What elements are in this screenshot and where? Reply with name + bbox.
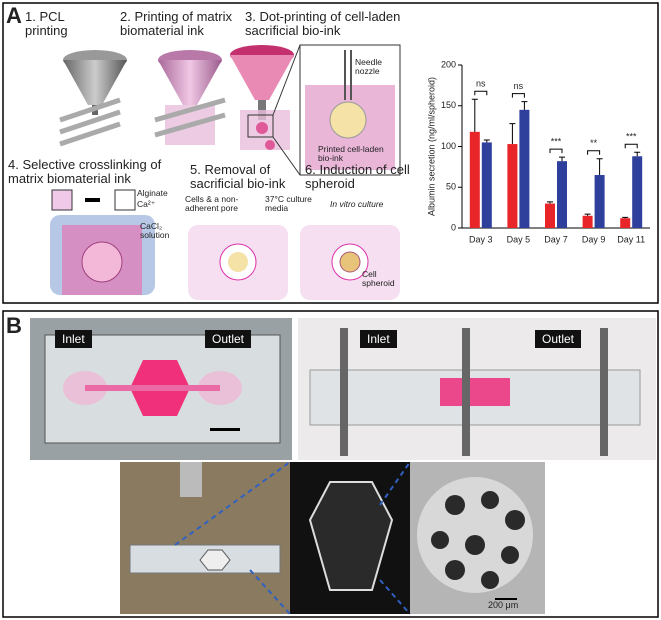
error-bar (509, 123, 516, 145)
step-label: 1. PCL printing (25, 9, 68, 38)
significance-label: ** (590, 138, 598, 148)
error-bar (584, 213, 591, 216)
y-axis-label: Albumin secretion (ng/ml/spheroid) (426, 77, 436, 216)
error-bar (521, 101, 528, 110)
error-bar (547, 201, 553, 204)
bar (582, 215, 593, 228)
illustration (50, 44, 401, 300)
annotation: Cell spheroid (362, 269, 395, 289)
error-bar (559, 156, 565, 162)
photo (30, 318, 656, 615)
photo-tag: Outlet (205, 330, 252, 348)
bar (594, 175, 605, 228)
significance-bracket (587, 150, 601, 155)
panel-letter: B (6, 313, 22, 338)
annotation: Cells & a non-adherent pore (185, 194, 239, 214)
panel-letter: A (6, 3, 22, 28)
y-tick-label: 200 (441, 59, 456, 69)
y-tick-label: 150 (441, 100, 456, 110)
photo-tag: Inlet (360, 330, 397, 348)
x-tick-label: Day 5 (507, 234, 531, 244)
panel-frame (2, 2, 659, 304)
significance-label: ns (514, 81, 524, 91)
panel-frame (2, 310, 659, 618)
step-label: 4. Selective crosslinking of matrix biom… (8, 157, 162, 186)
x-tick-label: Day 9 (582, 234, 606, 244)
significance-bracket (511, 93, 525, 98)
scale-bar-label: 200 μm (488, 600, 519, 610)
chart: 0 50 100 150 200 Albumin secretion (ng/ml/sph… (426, 59, 650, 244)
step-label: 5. Removal of sacrificial bio-ink (190, 162, 286, 191)
significance-bracket (549, 148, 563, 154)
bar (507, 144, 518, 228)
error-bar (471, 98, 478, 132)
significance-bracket (624, 143, 638, 149)
annotation: Alginate (137, 188, 168, 198)
error-bar (622, 216, 629, 219)
y-tick-label: 100 (441, 141, 456, 151)
step-label: 3. Dot-printing of cell-laden sacrificia… (245, 9, 401, 38)
bar (632, 156, 643, 228)
bar (481, 142, 492, 228)
step-label: 2. Printing of matrix biomaterial ink (120, 9, 232, 38)
x-tick-label: Day 3 (469, 234, 493, 244)
photo-tag: Inlet (55, 330, 92, 348)
significance-label: *** (551, 136, 562, 146)
x-tick-label: Day 7 (544, 234, 568, 244)
annotation: Ca²⁺ (137, 199, 156, 209)
bar (545, 203, 555, 228)
bar (620, 218, 631, 228)
annotation: 37°C culture media (265, 194, 312, 214)
bar (519, 109, 530, 228)
significance-label: ns (476, 79, 486, 89)
step-label: 6. Induction of cell spheroid (305, 162, 410, 191)
bar (557, 161, 567, 228)
photo-tag: Outlet (535, 330, 582, 348)
error-bar (483, 139, 490, 143)
annotation: In vitro culture (330, 199, 384, 209)
y-tick-label: 0 (451, 222, 456, 232)
annotation: Printed cell-laden bio-ink (318, 144, 384, 164)
y-tick-label: 50 (446, 182, 456, 192)
bar (469, 131, 480, 228)
annotation: Needle nozzle (355, 57, 382, 77)
significance-label: *** (626, 132, 637, 142)
error-bar (596, 158, 603, 176)
error-bar (634, 151, 641, 157)
significance-bracket (474, 90, 488, 96)
annotation: CaCl₂ solution (140, 221, 170, 241)
x-tick-label: Day 11 (617, 234, 645, 244)
